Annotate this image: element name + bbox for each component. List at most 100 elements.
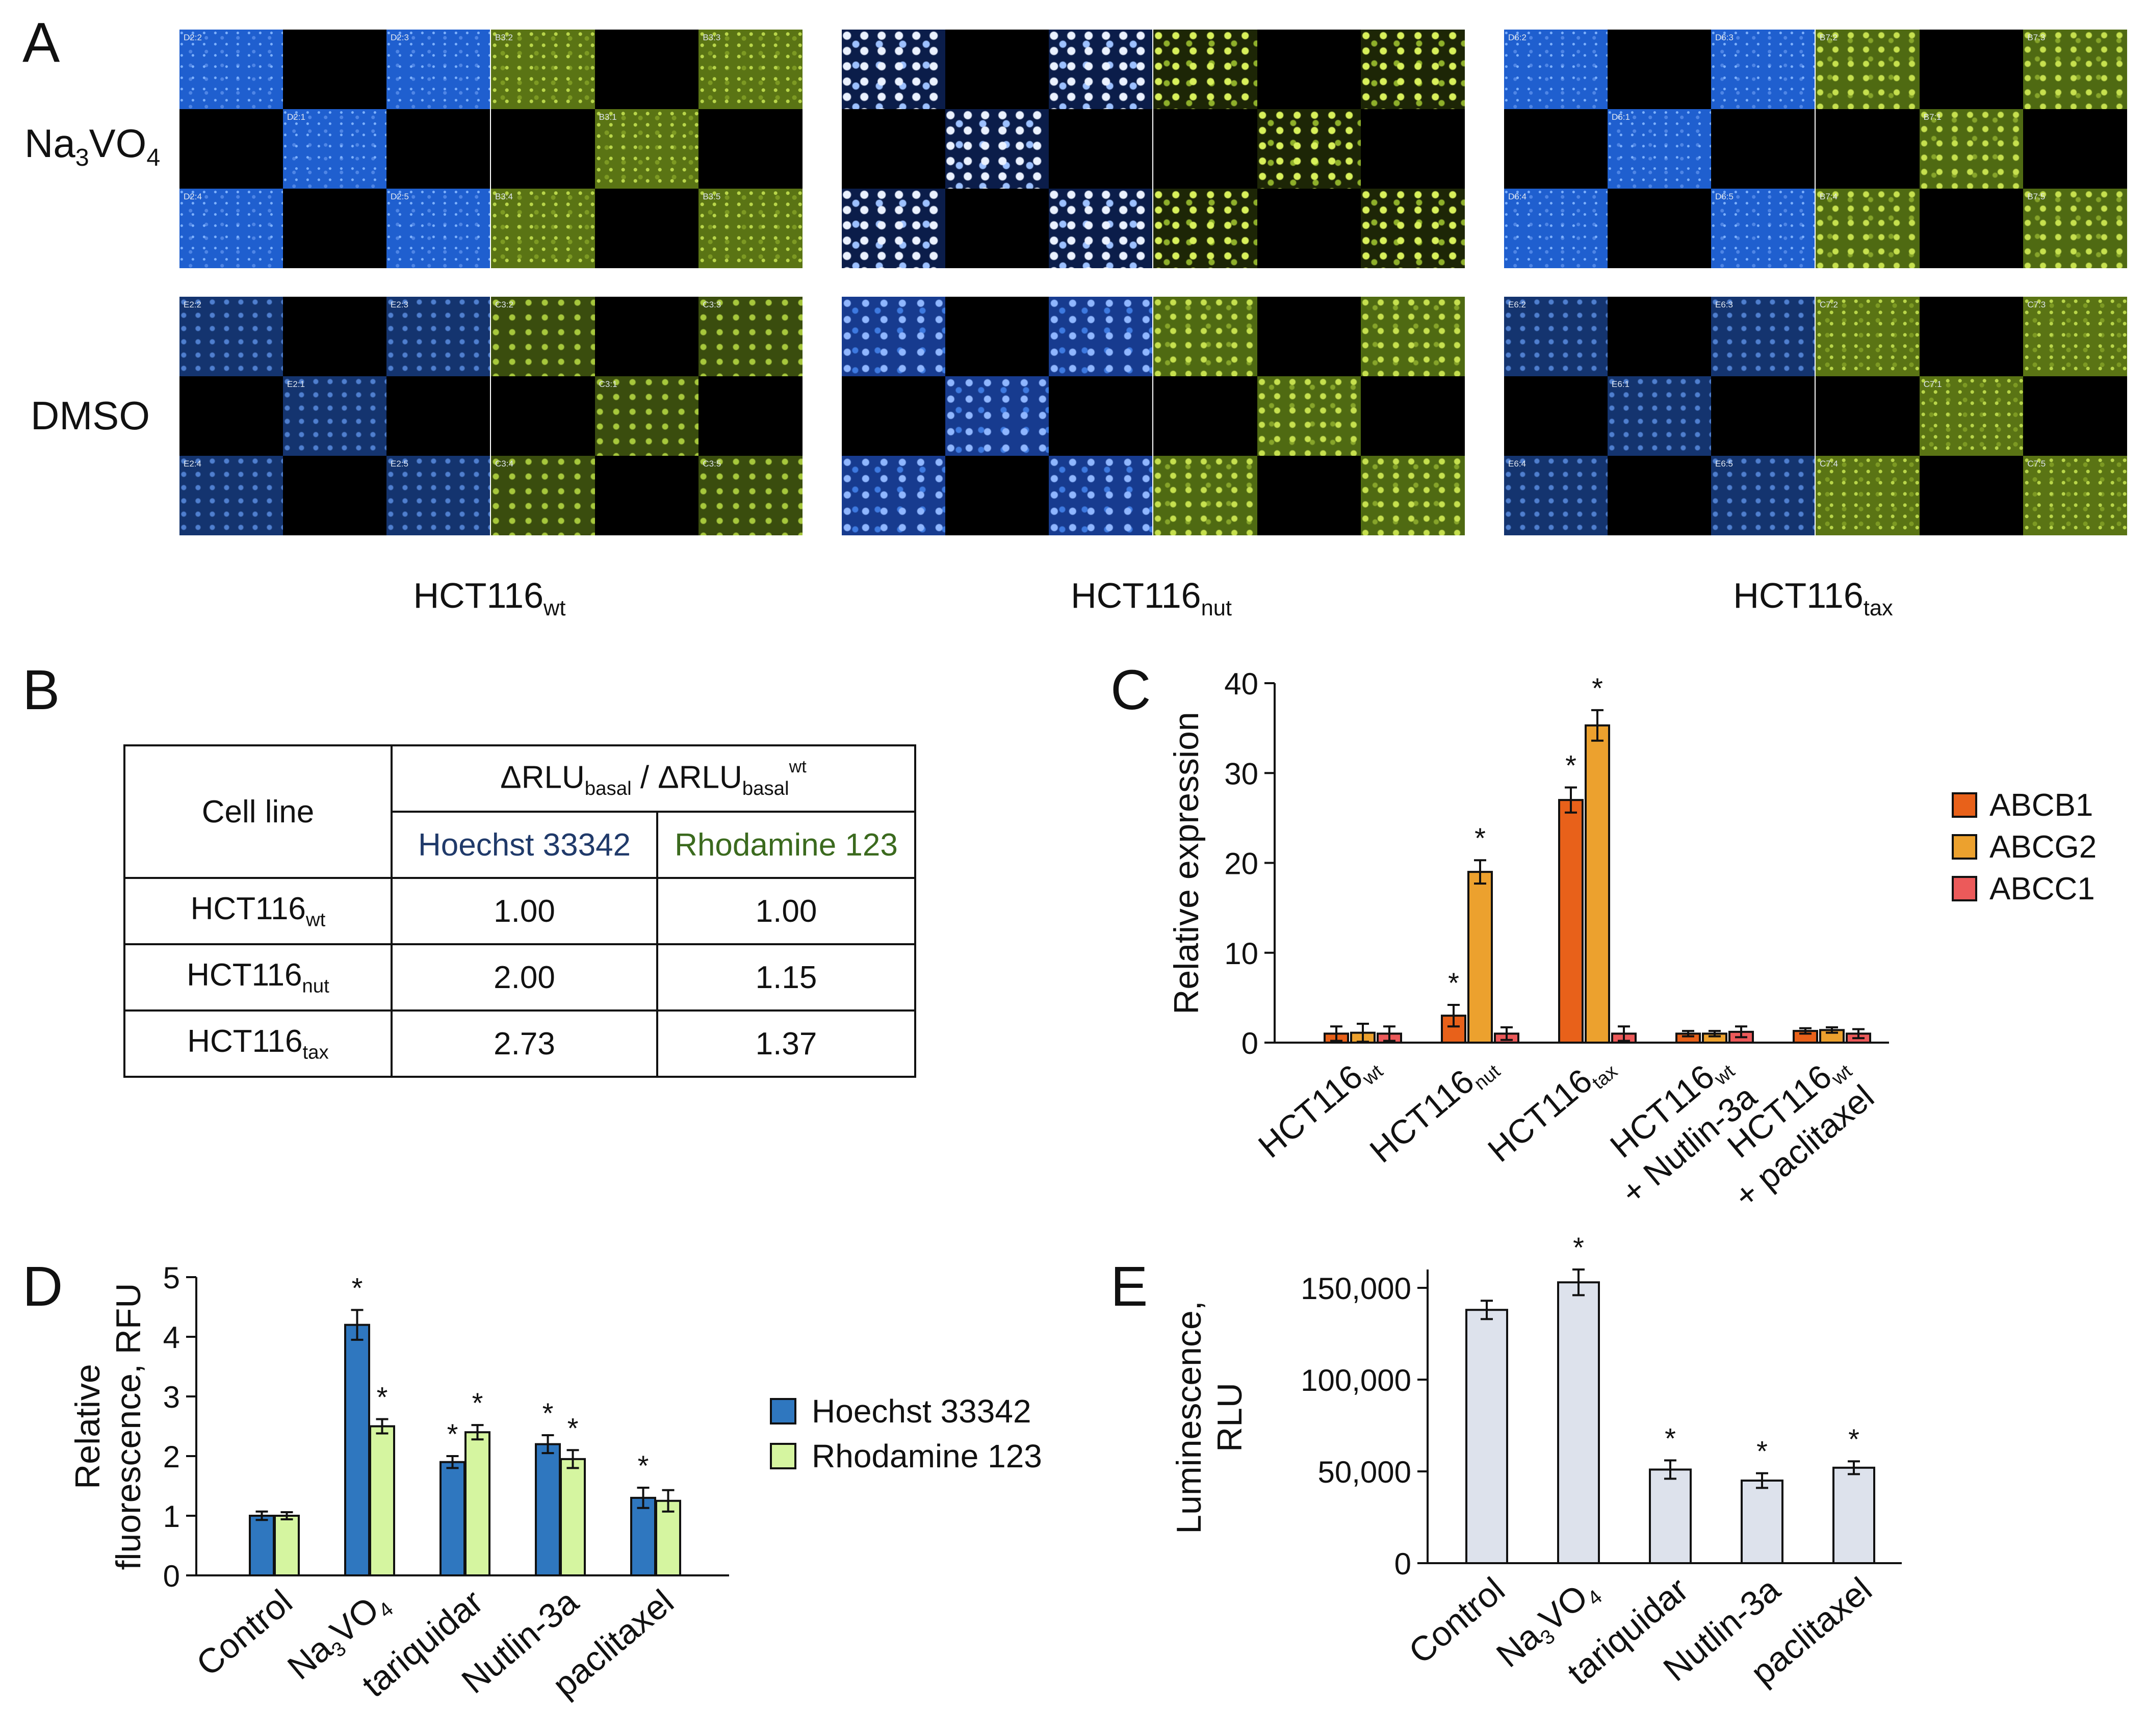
col-nut-sub: nut [1201, 596, 1232, 621]
tile-label: E2:4 [184, 459, 201, 469]
y-axis-label-line2: RLU [1210, 1383, 1249, 1452]
col-label-tax: HCT116tax [1609, 575, 2017, 621]
micrograph-tile: B3:2 [491, 30, 595, 109]
panel-label-c: C [1110, 659, 1151, 721]
tile-label: E6:1 [1612, 379, 1629, 389]
na3vo4-sub1: 3 [75, 143, 89, 171]
row-cell-line: HCT116nut [123, 943, 393, 1012]
empty-tile [1608, 189, 1711, 268]
tile-label: C3:5 [703, 459, 721, 469]
tile-label: D2:2 [184, 33, 202, 42]
bar [1557, 1281, 1600, 1564]
y-tick-label: 0 [1241, 1026, 1258, 1060]
col-label-nut: HCT116nut [947, 575, 1355, 621]
bar [1649, 1468, 1692, 1565]
empty-tile [179, 109, 283, 189]
micrograph-tile: B3:5 [699, 189, 803, 268]
tile-label: B7:2 [1820, 33, 1838, 42]
y-tick-label: 10 [1224, 937, 1258, 971]
bar [1558, 799, 1584, 1044]
tile-label: E2:5 [391, 459, 408, 469]
y-tick-label: 4 [163, 1320, 180, 1355]
empty-tile [386, 109, 490, 189]
empty-tile [699, 109, 803, 189]
micrograph-tile [1153, 189, 1257, 268]
micrograph-tile: B3:3 [699, 30, 803, 109]
significance-marker: * [567, 1412, 579, 1444]
empty-tile [1608, 456, 1711, 535]
bar [369, 1425, 395, 1576]
x-tick-label: HCT116tax [1481, 1045, 1622, 1173]
header-cell-line: Cell line [123, 744, 393, 879]
y-tick-label: 150,000 [1301, 1272, 1411, 1306]
empty-tile [1816, 376, 1920, 456]
empty-tile [386, 376, 490, 456]
empty-tile [1153, 109, 1257, 189]
micrograph-tile: D2:3 [386, 30, 490, 109]
na3vo4-base: Na [24, 121, 75, 166]
empty-tile [1049, 376, 1152, 456]
bar [344, 1324, 370, 1576]
legend-swatch [770, 1443, 796, 1469]
tile-label: E6:4 [1508, 459, 1526, 469]
y-tick-label: 20 [1224, 847, 1258, 881]
bar [464, 1431, 490, 1576]
empty-tile [283, 189, 386, 268]
empty-tile [945, 456, 1049, 535]
micrograph-grid-green: C7:2 C7:3 C7:1 C7:4 C7:5 [1816, 297, 2127, 535]
empty-tile [945, 189, 1049, 268]
micrograph-tile: B7:4 [1816, 189, 1920, 268]
tile-label: E6:5 [1715, 459, 1733, 469]
tile-label: C3:3 [703, 300, 721, 309]
micrograph-tile: E6:1 [1608, 376, 1711, 456]
tile-label: D6:4 [1508, 192, 1527, 201]
micrograph-tile: C7:3 [2023, 297, 2127, 376]
tile-label: D2:4 [184, 192, 202, 201]
row-hoechst: 2.73 [391, 1009, 658, 1078]
tile-label: C3:4 [495, 459, 513, 469]
micrograph-tile [842, 297, 945, 376]
y-tick-label: 1 [163, 1499, 180, 1534]
cell-sub: tax [302, 1041, 329, 1064]
col-tax-sub: tax [1863, 596, 1893, 621]
micrograph-tile: D2:2 [179, 30, 283, 109]
tile-label: B7:3 [2027, 33, 2046, 42]
header-ratio: ΔRLUbasal / ΔRLUbasalwt [391, 744, 916, 813]
micrograph-tile: E6:5 [1711, 456, 1815, 535]
empty-tile [491, 109, 595, 189]
bar [560, 1458, 586, 1576]
tile-label: B3:3 [703, 33, 721, 42]
tile-label: D6:1 [1612, 112, 1630, 122]
empty-tile [1608, 30, 1711, 109]
ratio-sup: wt [789, 757, 807, 776]
micrograph-tile: E2:3 [386, 297, 490, 376]
empty-tile [594, 30, 699, 109]
micrograph-tile [1049, 456, 1152, 535]
ratio-delta: ΔRLU [500, 760, 585, 795]
x-tick-label: Control [189, 1582, 300, 1683]
empty-tile [1361, 109, 1465, 189]
micrograph-tile [945, 109, 1049, 189]
empty-tile [283, 30, 386, 109]
significance-marker: * [1475, 822, 1486, 854]
row-label-dmso: DMSO [31, 393, 150, 438]
tile-label: B3:4 [495, 192, 513, 201]
empty-tile [1504, 109, 1608, 189]
cell-base: HCT116 [187, 1024, 303, 1059]
micrograph-tile: D2:5 [386, 189, 490, 268]
empty-tile [1504, 376, 1608, 456]
y-axis-label-line1: Relative [68, 1364, 107, 1489]
panel-label-e: E [1110, 1255, 1148, 1318]
cell-base: HCT116 [187, 957, 302, 993]
cell-base: HCT116 [190, 891, 306, 927]
cell-sub: wt [305, 909, 326, 931]
tile-label: B7:1 [1923, 112, 1942, 122]
tile-label: E2:3 [391, 300, 408, 309]
micrograph-tile: C3:5 [699, 456, 803, 535]
significance-marker: * [542, 1397, 554, 1429]
tile-label: C7:3 [2027, 300, 2046, 309]
empty-tile [1049, 109, 1152, 189]
empty-tile [1257, 456, 1361, 535]
y-tick-label: 50,000 [1317, 1455, 1411, 1489]
micrograph-tile [842, 189, 945, 268]
